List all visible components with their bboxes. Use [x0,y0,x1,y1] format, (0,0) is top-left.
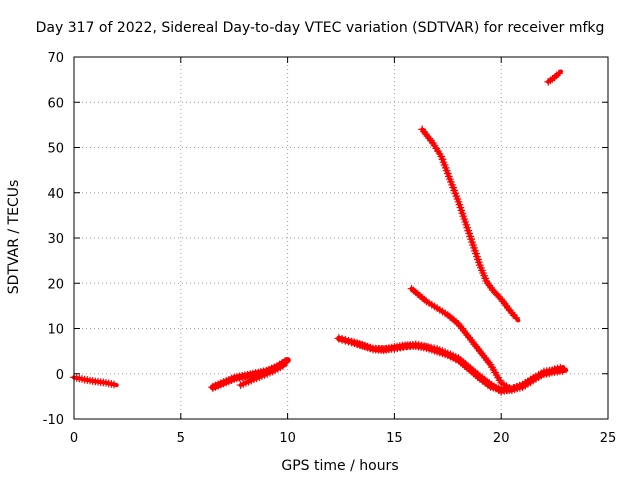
y-tick-label: 60 [47,96,64,111]
data-point [279,362,287,370]
y-tick-label: 10 [47,323,64,338]
y-tick-label: 70 [47,51,64,66]
y-tick-label: 30 [47,232,64,247]
x-axis-label: GPS time / hours [281,458,398,474]
data-point [555,69,563,78]
y-tick-label: 20 [47,277,64,292]
y-tick-label: 40 [47,187,64,202]
ticks: 0 5 10 15 20 25 -10 0 10 20 30 40 50 60 70 [43,51,617,446]
x-tick-label: 15 [386,431,403,446]
x-tick-label: 0 [70,431,78,446]
data-point [512,314,521,322]
grid [74,57,608,419]
y-axis-label: SDTVAR / TECUs [6,180,22,295]
chart-title: Day 317 of 2022, Sidereal Day-to-day VTE… [35,20,605,36]
y-tick-label: 0 [56,368,64,383]
data-series-segment-7 [420,127,521,323]
data-point [110,380,118,389]
x-tick-label: 25 [600,431,617,446]
data-point [556,363,565,372]
data-layer [70,69,569,396]
x-tick-label: 5 [177,431,185,446]
x-tick-label: 10 [279,431,296,446]
x-tick-label: 20 [493,431,510,446]
y-tick-label: -10 [43,413,64,428]
y-tick-label: 50 [47,142,64,157]
